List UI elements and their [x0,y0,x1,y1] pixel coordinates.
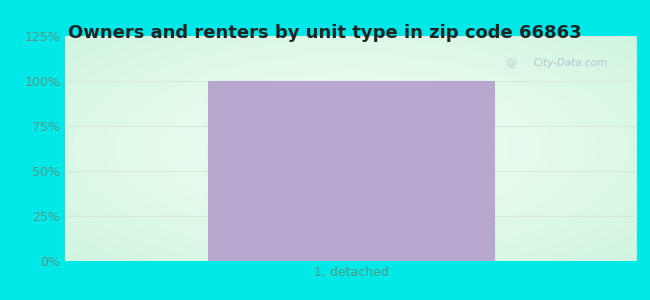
Text: City-Data.com: City-Data.com [534,58,608,68]
Text: Owners and renters by unit type in zip code 66863: Owners and renters by unit type in zip c… [68,24,582,42]
Text: @: @ [506,58,517,68]
Bar [208,81,494,261]
